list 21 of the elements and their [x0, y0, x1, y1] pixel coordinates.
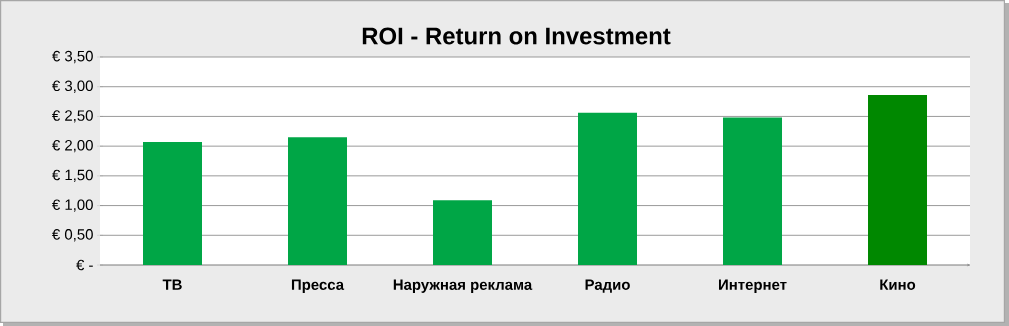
- y-tick-label: € 1,50: [52, 169, 93, 183]
- x-tick-label: Наружная реклама: [393, 279, 533, 293]
- x-tick-label: Интернет: [719, 279, 787, 293]
- bar: [723, 117, 783, 265]
- x-tick-label: ТВ: [162, 279, 182, 290]
- bar: [433, 200, 492, 265]
- bar: [143, 141, 202, 265]
- y-tick-label: € 3,50: [52, 50, 93, 64]
- bar: [288, 137, 347, 265]
- x-tick-label: Радио: [585, 279, 630, 293]
- y-tick-label: € 3,00: [52, 80, 93, 93]
- x-tick-label: Кино: [880, 279, 916, 290]
- y-tick-label: € 2,00: [52, 139, 93, 153]
- x-tick-label: Пресса: [291, 279, 345, 293]
- bar: [868, 95, 928, 265]
- y-tick-label: € 0,50: [52, 229, 93, 242]
- chart-title: ROI - Return on Investment: [362, 27, 671, 45]
- y-tick-label: € 2,50: [52, 110, 93, 123]
- y-tick-label: € 1,00: [52, 199, 93, 212]
- bar: [578, 112, 637, 265]
- y-tick-label: € -: [76, 259, 93, 271]
